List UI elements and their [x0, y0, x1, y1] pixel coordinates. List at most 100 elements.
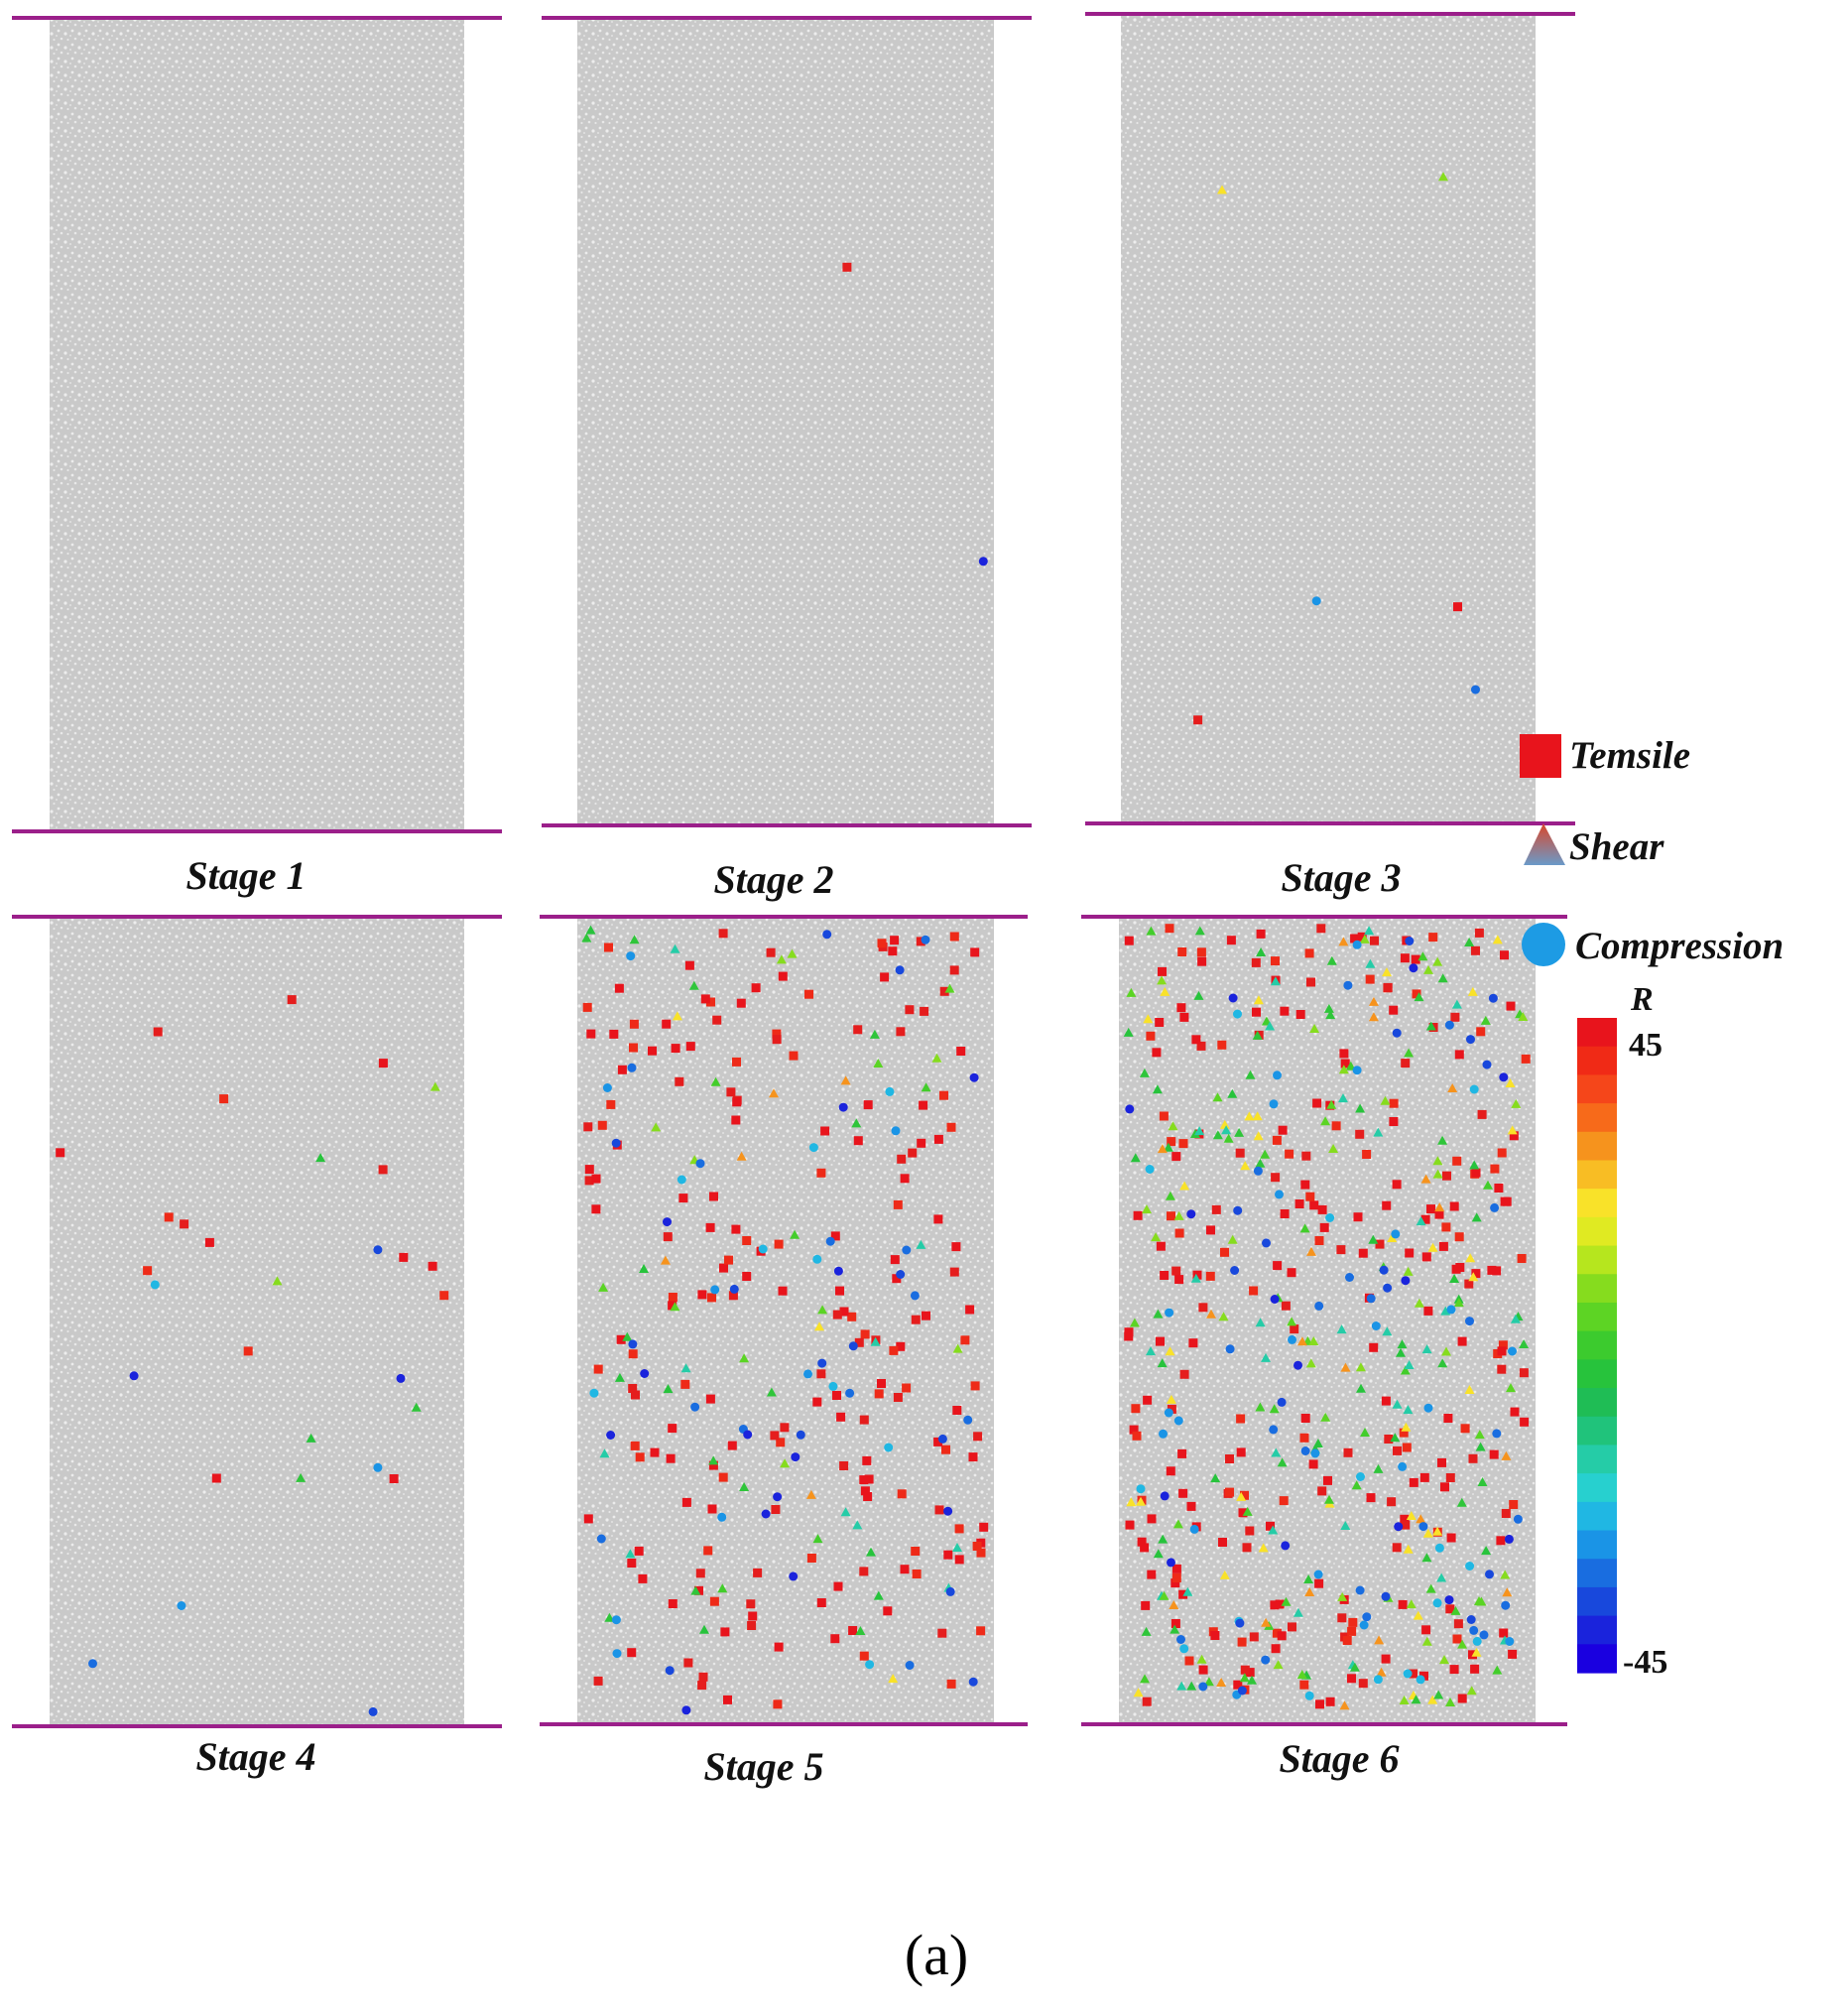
tensile-crack-marker: [939, 986, 949, 996]
shear-crack-marker: [1355, 1103, 1366, 1113]
tensile-crack-marker: [668, 1599, 678, 1608]
tensile-crack-marker: [1389, 1117, 1399, 1126]
tensile-crack-marker: [681, 1497, 691, 1507]
tensile-crack-marker: [1197, 956, 1207, 966]
compression-crack-marker: [396, 1373, 406, 1383]
shear-crack-marker: [1406, 1599, 1417, 1609]
shear-crack-marker: [1427, 1695, 1438, 1704]
tensile-crack-marker: [820, 1126, 830, 1136]
tensile-crack-marker: [864, 1474, 874, 1484]
shear-crack-marker: [1244, 1111, 1255, 1121]
shear-crack-marker: [585, 925, 596, 935]
shear-crack-marker: [1338, 1065, 1349, 1074]
shear-crack-marker: [1471, 1212, 1482, 1222]
compression-crack-marker: [1403, 1669, 1413, 1679]
shear-crack-marker: [1466, 1686, 1477, 1696]
shear-crack-marker: [736, 1151, 747, 1161]
shear-crack-marker: [1433, 1690, 1444, 1699]
compression-crack-marker: [88, 1659, 97, 1669]
tensile-crack-marker: [1454, 1232, 1464, 1242]
tensile-crack-marker: [888, 946, 898, 956]
shear-crack-marker: [851, 1118, 862, 1128]
tensile-crack-marker: [1423, 1306, 1433, 1316]
tensile-crack-marker: [1355, 1129, 1365, 1139]
tensile-crack-marker: [1445, 1604, 1455, 1614]
tensile-crack-marker: [1124, 1327, 1134, 1337]
tensile-crack-marker: [949, 965, 959, 975]
shear-crack-marker: [1340, 1521, 1351, 1530]
compression-crack-marker: [1409, 963, 1418, 973]
tensile-crack-marker: [731, 1115, 741, 1125]
compression-crack-marker: [663, 1217, 672, 1227]
shear-crack-marker: [717, 1583, 728, 1593]
tensile-crack-marker: [863, 1100, 873, 1110]
shear-crack-marker: [1166, 1394, 1176, 1404]
shear-crack-marker: [1293, 1607, 1303, 1617]
tensile-crack-marker: [842, 262, 852, 272]
tensile-crack-marker: [1294, 1199, 1304, 1208]
tensile-crack-marker: [1477, 1109, 1487, 1119]
shear-crack-marker: [1320, 1412, 1331, 1422]
panel-stage-6: Stage 6: [1081, 915, 1567, 1781]
compression-crack-marker: [945, 1586, 955, 1596]
tensile-crack-marker: [1450, 1012, 1460, 1022]
shear-crack-marker: [739, 1482, 750, 1491]
compression-crack-marker: [1314, 1301, 1324, 1311]
tensile-crack-marker: [1133, 1210, 1143, 1220]
shear-crack-marker: [1252, 1030, 1263, 1040]
shear-crack-marker: [1152, 1084, 1163, 1094]
compression-crack-marker: [963, 1415, 973, 1425]
shear-crack-marker: [315, 1153, 326, 1163]
shear-crack-marker: [1194, 926, 1205, 936]
compression-crack-marker: [1401, 1276, 1411, 1286]
shear-crack-marker: [672, 1011, 682, 1021]
shear-crack-marker: [1406, 1511, 1417, 1520]
tensile-crack-marker: [1272, 1135, 1282, 1145]
scale-bar: [1577, 1018, 1617, 1674]
compression-crack-marker: [1392, 1028, 1402, 1038]
shear-crack-marker: [1390, 1433, 1401, 1443]
compression-crack-marker: [1465, 1317, 1474, 1326]
shear-crack-marker: [1338, 937, 1349, 946]
shear-crack-marker: [1270, 976, 1281, 986]
tensile-crack-marker: [1365, 974, 1375, 984]
shear-crack-marker: [944, 983, 955, 993]
shear-crack-marker: [1382, 1326, 1393, 1336]
tensile-crack-marker: [1178, 1589, 1188, 1599]
compression-crack-marker: [1233, 1205, 1243, 1215]
shear-crack-marker: [866, 1547, 876, 1557]
tensile-crack-marker: [616, 1334, 626, 1344]
specimen-stage-4: [50, 917, 464, 1726]
shear-crack-marker: [1437, 1358, 1448, 1368]
shear-crack-marker: [1255, 1158, 1266, 1168]
shear-crack-marker: [1351, 1480, 1362, 1490]
compression-crack-marker: [1310, 1448, 1320, 1458]
tensile-crack-marker: [1370, 936, 1379, 945]
tensile-crack-marker: [680, 1379, 690, 1389]
shear-crack-marker: [1441, 1346, 1451, 1356]
tensile-crack-marker: [1206, 1225, 1215, 1235]
shear-crack-marker: [1216, 1678, 1227, 1687]
shear-crack-marker: [411, 1402, 422, 1412]
tensile-crack-marker: [1288, 1622, 1296, 1632]
tensile-crack-marker: [668, 1293, 678, 1302]
compression-crack-marker: [606, 1431, 616, 1440]
compression-crack-marker: [602, 1083, 612, 1092]
shear-crack-marker: [1158, 1534, 1169, 1544]
tensile-crack-marker: [1476, 1027, 1486, 1037]
compression-crack-marker: [1311, 596, 1321, 606]
tensile-crack-marker: [839, 1307, 849, 1317]
tensile-crack-marker: [1381, 1654, 1391, 1664]
tensile-crack-marker: [776, 1438, 786, 1447]
tensile-crack-marker: [970, 1381, 980, 1391]
tensile-crack-marker: [583, 1514, 593, 1524]
tensile-crack-marker: [1337, 1613, 1347, 1623]
compression-crack-marker: [796, 1430, 805, 1440]
tensile-crack-marker: [1220, 1247, 1229, 1257]
tensile-crack-marker: [1437, 1457, 1446, 1467]
tensile-crack-marker: [893, 1199, 903, 1209]
compression-crack-marker: [1273, 1070, 1282, 1080]
compression-crack-marker: [1379, 1265, 1389, 1275]
compression-crack-marker: [1198, 1682, 1208, 1692]
tensile-crack-marker: [859, 1475, 869, 1485]
